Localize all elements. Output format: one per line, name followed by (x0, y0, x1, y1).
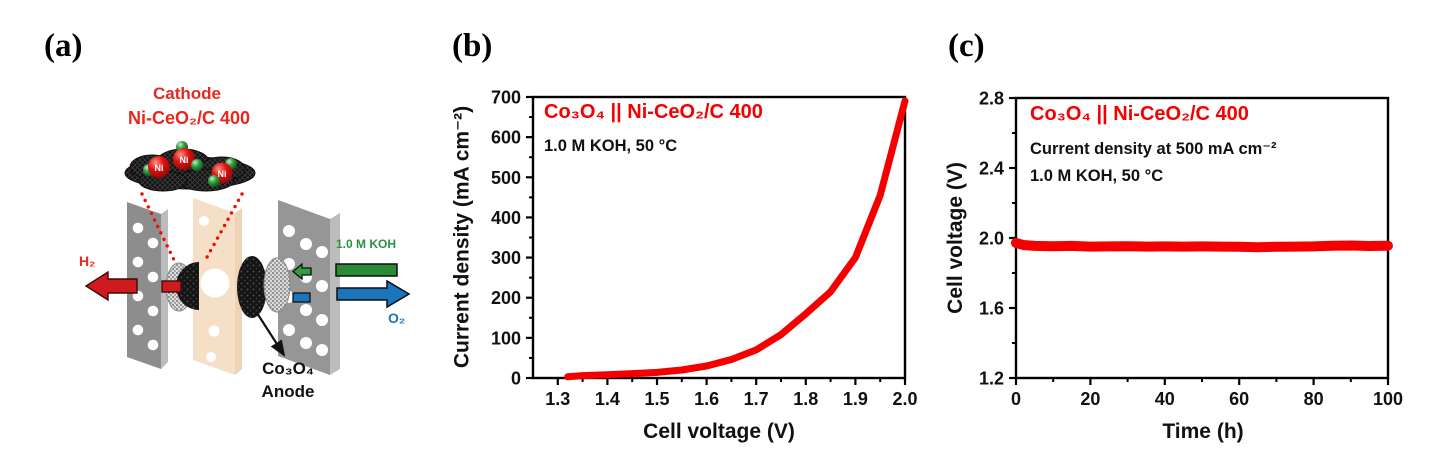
ni-nanoparticle-icon: Ni Ni Ni (148, 148, 233, 184)
x-tick-label: 1.4 (595, 389, 620, 409)
anode-gdl (263, 257, 291, 313)
o2-outlet-arrow (292, 279, 411, 309)
chart-c-cell-label: Co₃O₄ || Ni-CeO₂/C 400 (1030, 103, 1249, 125)
chart-c-condition-label: 1.0 M KOH, 50 °C (1030, 167, 1164, 185)
chart-b-condition-label: 1.0 M KOH, 50 °C (544, 137, 678, 155)
y-tick-label: 200 (491, 288, 521, 308)
ni-sphere-label: Ni (155, 163, 164, 173)
left-end-plate (127, 202, 168, 369)
cathode-material-label: Ni-CeO₂/C 400 (127, 108, 251, 128)
h2-label: H₂ (79, 253, 96, 269)
chart-b-y-axis-title: Current density (mA cm⁻²) (450, 105, 474, 369)
series-line-b (564, 97, 909, 381)
ni-sphere-label: Ni (180, 155, 189, 165)
y-tick-label: 1.2 (979, 369, 1004, 389)
h2-outlet-arrow (84, 270, 182, 302)
ni-sphere-label: Ni (218, 169, 227, 179)
chart-c-current-density-label: Current density at 500 mA cm⁻² (1030, 140, 1277, 158)
x-tick-label: 2.0 (892, 389, 917, 409)
membrane-plate (193, 198, 242, 375)
chart-c-x-axis-title: Time (h) (1162, 420, 1244, 443)
series-line-c (1011, 237, 1393, 253)
callout-dotted-lines (140, 192, 244, 264)
x-tick-label: 100 (1373, 389, 1403, 409)
x-tick-label: 20 (1080, 389, 1100, 409)
x-tick-label: 1.7 (744, 389, 769, 409)
koh-inlet-arrow (291, 262, 398, 281)
y-tick-label: 0 (511, 369, 521, 389)
water-molecule-icon (191, 159, 220, 187)
koh-label: 1.0 M KOH (336, 237, 397, 251)
x-tick-label: 0 (1011, 389, 1021, 409)
y-tick-label: 600 (491, 128, 521, 148)
anode-material-label: Co₃O₄ (262, 359, 314, 378)
cathode-title: Cathode (153, 84, 221, 103)
panel-a-letter: (a) (44, 28, 83, 64)
anode-pointer-arrow (256, 312, 286, 357)
x-tick-label: 1.9 (843, 389, 868, 409)
x-tick-label: 60 (1229, 389, 1249, 409)
anode-title: Anode (261, 382, 315, 401)
y-tick-label: 400 (491, 208, 521, 228)
x-tick-label: 1.8 (793, 389, 818, 409)
y-tick-label: 1.6 (979, 299, 1004, 319)
o2-label: O₂ (388, 310, 406, 326)
anode-catalyst-layer (237, 256, 267, 318)
y-tick-label: 700 (491, 88, 521, 108)
chart-c-y-axis-title: Cell voltage (V) (944, 162, 967, 314)
y-tick-label: 2.4 (979, 159, 1004, 179)
panel-c-letter: (c) (948, 28, 985, 64)
y-tick-label: 2.8 (979, 89, 1004, 109)
x-tick-label: 80 (1304, 389, 1324, 409)
y-tick-label: 500 (491, 168, 521, 188)
cathode-catalyst-layer (176, 262, 199, 310)
chart-b-cell-label: Co₃O₄ || Ni-CeO₂/C 400 (544, 101, 763, 123)
y-tick-label: 2.0 (979, 229, 1004, 249)
y-tick-label: 300 (491, 248, 521, 268)
panel-b-letter: (b) (452, 28, 493, 64)
x-tick-label: 1.3 (545, 389, 570, 409)
y-tick-label: 100 (491, 328, 521, 348)
x-tick-label: 1.5 (644, 389, 669, 409)
x-tick-label: 1.6 (694, 389, 719, 409)
x-tick-label: 40 (1155, 389, 1175, 409)
chart-b-x-axis-title: Cell voltage (V) (643, 420, 795, 443)
